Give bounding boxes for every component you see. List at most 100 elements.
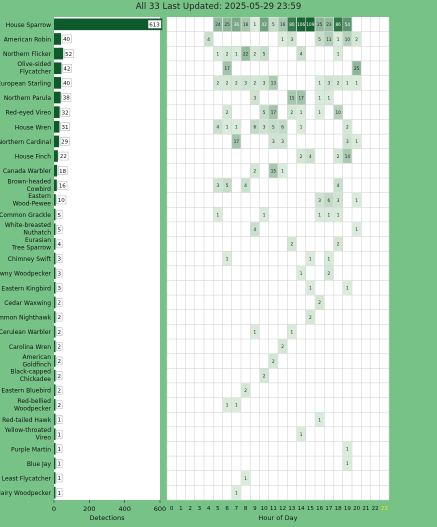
heatmap-cell-value: 1 (235, 490, 238, 495)
total-label: 2 (58, 330, 62, 336)
total-label: 2 (58, 359, 62, 365)
total-label-box (60, 107, 71, 117)
detection-bar (54, 399, 56, 411)
heatmap-cell (296, 17, 306, 32)
heatmap-cell-value: 1 (318, 110, 321, 115)
total-label: 18 (59, 169, 66, 175)
heatmap-cell-value: 2 (272, 359, 275, 364)
total-label: 1 (58, 491, 62, 497)
heatmap-cell (250, 163, 260, 178)
total-label-box (56, 268, 63, 278)
hour-axis-tick-label: 7 (235, 506, 239, 512)
total-label: 1 (58, 462, 62, 468)
heatmap-cell (250, 90, 260, 105)
hour-axis-tick-label: 13 (288, 506, 295, 512)
hour-axis-tick-label: 14 (298, 506, 305, 512)
heatmap-cell-value: 4 (309, 154, 312, 159)
heatmap-cell-value: 36 (234, 22, 240, 27)
total-label-box (57, 166, 68, 175)
heatmap-cell-value: 1 (318, 212, 321, 217)
total-label: 42 (63, 66, 70, 72)
species-label: American Robin (4, 36, 52, 43)
heatmap-cell (296, 149, 306, 164)
total-label: 40 (63, 37, 70, 43)
heatmap-cell-value: 17 (298, 95, 304, 100)
heatmap-cell (250, 222, 260, 237)
total-label: 5 (58, 227, 62, 233)
heatmap-cell-value: 1 (309, 286, 312, 291)
heatmap-cell (269, 17, 278, 32)
heatmap-cell-value: 2 (346, 125, 349, 130)
heatmap-cell (352, 222, 361, 237)
heatmap-cell-value: 2 (235, 81, 238, 86)
heatmap-cell (352, 31, 361, 46)
heatmap-cell-value: 1 (300, 271, 303, 276)
species-label: House Wren (15, 124, 51, 131)
heatmap-cell-value: 1 (244, 476, 247, 481)
heatmap-cell-value: 25 (224, 22, 230, 27)
heatmap-cell (343, 31, 352, 46)
species-label: Black-capped Chickadee (11, 369, 52, 384)
total-label-box (57, 181, 68, 190)
hour-axis-tick-label: 17 (325, 506, 332, 512)
hour-axis-tick-label: 18 (335, 506, 342, 512)
detection-bar (54, 135, 60, 148)
species-label: Eastern Wood-Pewee (13, 193, 52, 208)
heatmap-cell-value: 4 (254, 227, 257, 232)
total-label: 1 (58, 432, 62, 438)
heatmap-cell (333, 17, 343, 32)
page-title: All 33 Last Updated: 2025-05-29 23:59 (135, 2, 302, 12)
heatmap-cell-value: 3 (328, 81, 331, 86)
total-label-box (56, 342, 63, 351)
detection-bar (54, 252, 56, 265)
heatmap-cell-value: 6 (328, 198, 331, 203)
heatmap-cell (287, 236, 297, 251)
heatmap-cell-value: 1 (328, 256, 331, 261)
hour-axis-label: Hour of Day (259, 514, 298, 522)
detection-bar (54, 369, 56, 382)
heatmap-cell (241, 46, 250, 61)
heatmap-cell-value: 2 (328, 271, 331, 276)
heatmap-cell (222, 105, 232, 120)
total-label-box (56, 298, 63, 307)
total-label: 1 (58, 476, 62, 482)
detection-bar (54, 77, 62, 89)
heatmap-cell-value: 2 (263, 373, 266, 378)
total-label-box (148, 20, 162, 29)
total-label: 4 (58, 242, 62, 248)
heatmap-cell-value: 14 (345, 154, 351, 159)
total-label-box (56, 312, 63, 322)
heatmap-cell (296, 427, 306, 442)
heatmap-cell (222, 75, 232, 90)
heatmap-cell (306, 280, 315, 295)
detection-bar (54, 457, 56, 470)
heatmap-cell (324, 31, 334, 46)
bar-panel (54, 17, 160, 500)
heatmap-cell (241, 383, 250, 398)
heatmap-cell-value: 1 (300, 432, 303, 437)
heatmap-cell-value: 2 (281, 344, 284, 349)
heatmap-cell (296, 105, 306, 120)
species-label: Common Nighthawk (0, 315, 52, 322)
heatmap-cell-value: 1 (226, 125, 229, 130)
heatmap-cell (241, 178, 250, 193)
heatmap-cell (343, 280, 352, 295)
heatmap-cell (250, 324, 260, 339)
detection-bar (54, 472, 56, 484)
species-label: Downy Woodpecker (0, 271, 52, 278)
species-label: White-breasted Nuthatch (5, 222, 51, 237)
heatmap-cell (324, 251, 334, 266)
heatmap-cell (269, 75, 278, 90)
hour-axis-tick-label: 5 (216, 506, 220, 512)
heatmap-cell (343, 134, 352, 149)
total-label-box (56, 239, 63, 249)
total-label: 2 (58, 301, 62, 307)
heatmap-cell-value: 3 (272, 139, 275, 144)
total-label: 2 (58, 345, 62, 351)
heatmap-cell (324, 192, 334, 207)
detection-bar (54, 91, 61, 104)
heatmap-cell-value: 2 (309, 315, 312, 320)
heatmap-cell-value: 3 (346, 139, 349, 144)
detection-bar (54, 428, 56, 440)
heatmap-cell (250, 75, 260, 90)
